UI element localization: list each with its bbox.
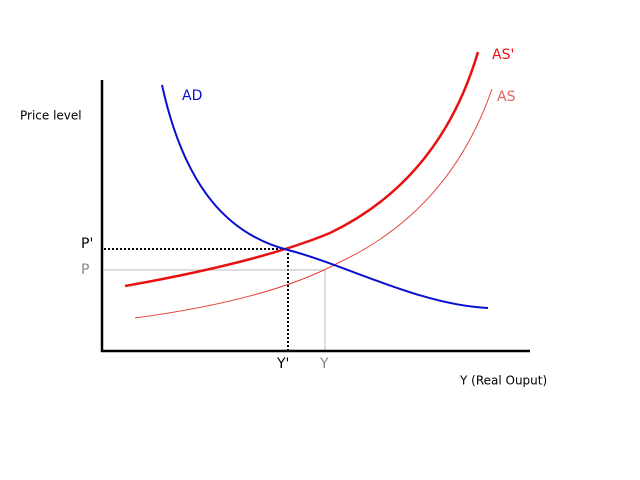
curve-label: AS [497, 89, 516, 105]
x-axis-label: Y (Real Ouput) [459, 374, 547, 388]
curve-label: AD [182, 88, 202, 104]
as-prime-curve [124, 51, 480, 288]
output-label: Y [319, 356, 329, 372]
as-curve [134, 88, 493, 319]
y-axis-label: Price level [20, 109, 82, 123]
output-label: Y' [276, 356, 289, 372]
price-label: P' [81, 236, 93, 252]
price-label: P [81, 262, 89, 278]
curve-label: AS' [492, 47, 514, 63]
ad-curve [161, 84, 489, 309]
